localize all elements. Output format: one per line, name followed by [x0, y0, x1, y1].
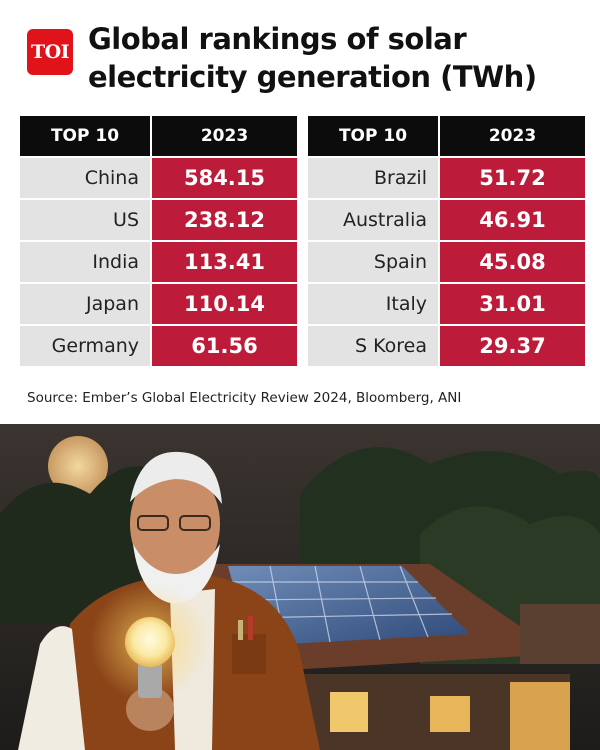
- country-name: Spain: [308, 242, 438, 282]
- column-header-top10: TOP 10: [308, 116, 438, 156]
- country-name: Brazil: [308, 158, 438, 198]
- toi-logo: TOI: [27, 29, 73, 75]
- table-header-row: TOP 10 2023: [308, 116, 585, 156]
- table-row: Japan 110.14: [20, 284, 297, 324]
- ranking-table-right: TOP 10 2023 Brazil 51.72 Australia 46.91…: [306, 114, 587, 368]
- generation-value: 45.08: [440, 242, 585, 282]
- country-name: US: [20, 200, 150, 240]
- generation-value: 46.91: [440, 200, 585, 240]
- generation-value: 584.15: [152, 158, 297, 198]
- table-row: Germany 61.56: [20, 326, 297, 366]
- illustration-man-with-solar-roof: [0, 424, 600, 750]
- generation-value: 61.56: [152, 326, 297, 366]
- table-row: Spain 45.08: [308, 242, 585, 282]
- generation-value: 31.01: [440, 284, 585, 324]
- source-note: Source: Ember’s Global Electricity Revie…: [27, 390, 462, 406]
- generation-value: 29.37: [440, 326, 585, 366]
- table-header-row: TOP 10 2023: [20, 116, 297, 156]
- column-header-year: 2023: [152, 116, 297, 156]
- country-name: S Korea: [308, 326, 438, 366]
- table-row: US 238.12: [20, 200, 297, 240]
- table-row: China 584.15: [20, 158, 297, 198]
- table-row: Australia 46.91: [308, 200, 585, 240]
- generation-value: 238.12: [152, 200, 297, 240]
- column-header-year: 2023: [440, 116, 585, 156]
- country-name: Germany: [20, 326, 150, 366]
- country-name: India: [20, 242, 150, 282]
- column-header-top10: TOP 10: [20, 116, 150, 156]
- ranking-table-left: TOP 10 2023 China 584.15 US 238.12 India…: [18, 114, 299, 368]
- country-name: China: [20, 158, 150, 198]
- generation-value: 110.14: [152, 284, 297, 324]
- table-row: S Korea 29.37: [308, 326, 585, 366]
- generation-value: 113.41: [152, 242, 297, 282]
- table-row: Italy 31.01: [308, 284, 585, 324]
- country-name: Italy: [308, 284, 438, 324]
- table-row: Brazil 51.72: [308, 158, 585, 198]
- country-name: Japan: [20, 284, 150, 324]
- table-row: India 113.41: [20, 242, 297, 282]
- country-name: Australia: [308, 200, 438, 240]
- page-title: Global rankings of solar electricity gen…: [88, 22, 537, 94]
- generation-value: 51.72: [440, 158, 585, 198]
